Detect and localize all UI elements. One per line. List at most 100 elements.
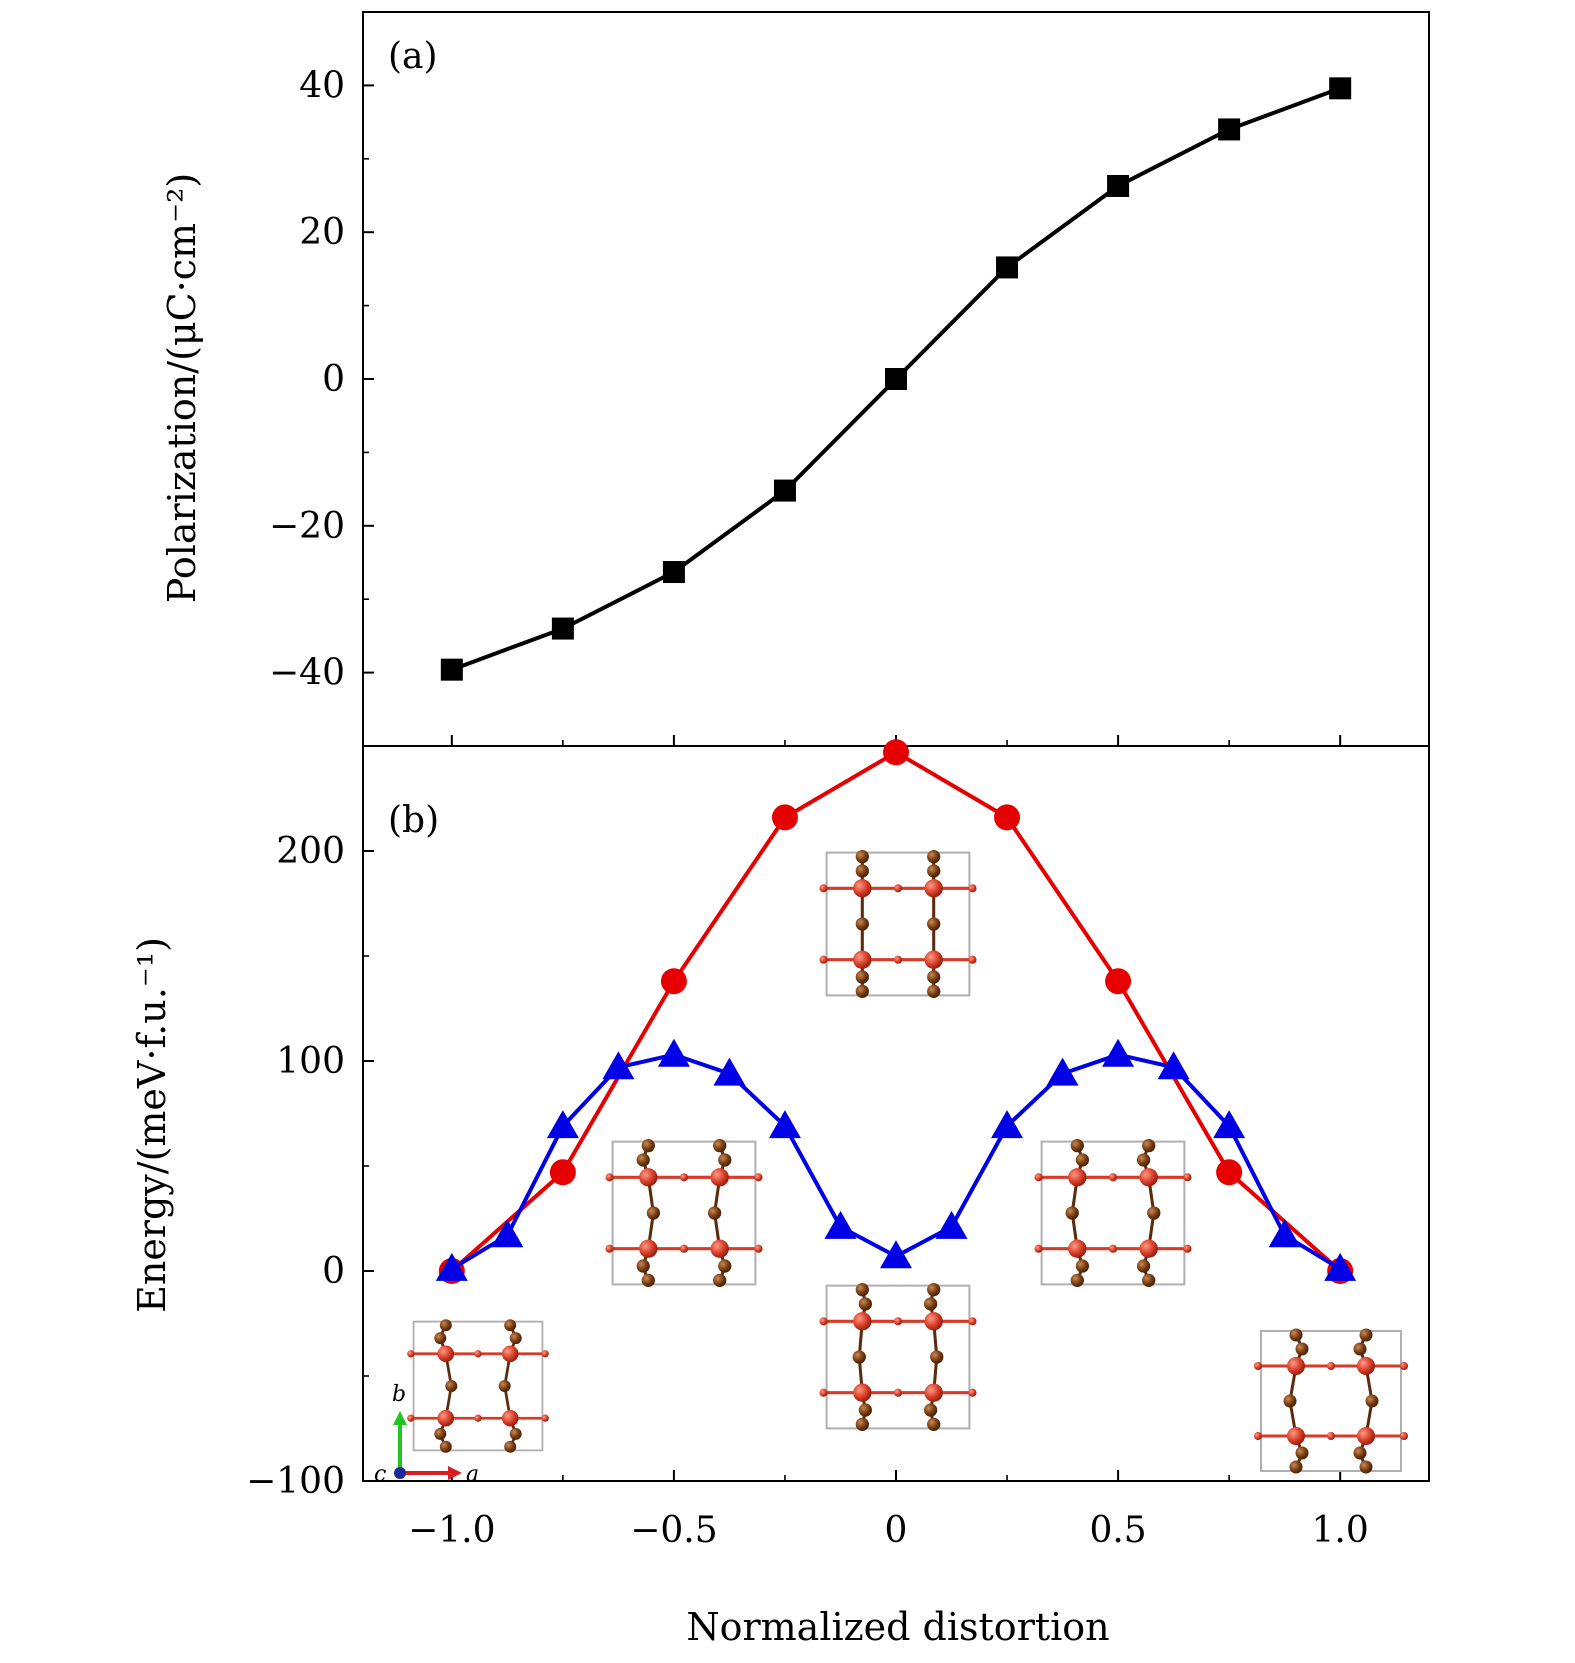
small-red-atom	[754, 1173, 763, 1182]
red-atom	[1357, 1357, 1375, 1375]
brown-atom	[855, 1417, 869, 1431]
red-atom	[853, 1383, 872, 1402]
small-red-atom	[474, 1350, 482, 1358]
x-tick-label: 0	[885, 1510, 908, 1551]
inset-box	[611, 1140, 757, 1286]
brown-atom	[858, 1403, 872, 1417]
red-atom	[1287, 1357, 1305, 1375]
red-atom	[501, 1345, 519, 1363]
small-red-atom	[893, 955, 903, 964]
small-red-atom	[968, 1388, 977, 1397]
brown-atom	[1075, 1259, 1090, 1273]
small-red-atom	[474, 1414, 482, 1422]
data-series	[435, 77, 1357, 1284]
red-atom	[639, 1239, 658, 1258]
small-red-atom	[1400, 1432, 1408, 1440]
small-red-atom	[819, 1317, 828, 1326]
data-point-circle	[994, 804, 1021, 831]
brown-atom	[1142, 1139, 1156, 1153]
triad-a-head	[448, 1466, 462, 1480]
small-red-atom	[1034, 1173, 1043, 1182]
data-point-circle	[549, 1159, 576, 1186]
brown-atom	[439, 1319, 452, 1332]
small-red-atom	[605, 1244, 614, 1253]
red-atom	[924, 1383, 943, 1402]
data-point-square	[773, 479, 796, 502]
y-tick-label-a: 20	[299, 212, 345, 253]
brown-atom	[636, 1259, 650, 1273]
red-atom	[710, 1168, 729, 1187]
brown-atom	[434, 1332, 447, 1345]
data-point-triangle	[491, 1219, 524, 1248]
small-red-atom	[679, 1173, 689, 1182]
small-red-atom	[1183, 1173, 1192, 1182]
brown-atom	[855, 984, 869, 998]
brown-atom	[927, 1417, 941, 1431]
brown-atom	[1142, 1273, 1156, 1287]
red-atom	[1139, 1239, 1158, 1258]
data-point-square	[885, 368, 907, 390]
small-red-atom	[679, 1244, 689, 1253]
y-axis-title-polarization: Polarization/(μC·cm⁻²)	[160, 173, 204, 603]
brown-atom	[713, 1139, 727, 1153]
y-tick-label-b: 200	[276, 831, 345, 872]
brown-atom	[927, 970, 941, 984]
small-red-atom	[968, 1317, 977, 1326]
data-point-triangle	[546, 1110, 579, 1139]
brown-atom	[509, 1427, 522, 1440]
brown-atom	[924, 1403, 938, 1417]
brown-atom	[707, 1206, 722, 1220]
brown-atom	[927, 1283, 941, 1297]
small-red-atom	[968, 884, 977, 893]
red-atom	[853, 950, 872, 969]
small-red-atom	[1254, 1432, 1262, 1440]
data-point-circle	[1216, 1159, 1243, 1186]
brown-atom	[1075, 1153, 1090, 1167]
brown-atom	[852, 1350, 866, 1364]
data-point-triangle	[435, 1252, 468, 1281]
small-red-atom	[1327, 1432, 1335, 1440]
data-point-triangle	[824, 1210, 857, 1239]
small-red-atom	[1108, 1244, 1118, 1253]
brown-atom	[498, 1380, 511, 1392]
small-red-atom	[541, 1414, 549, 1422]
small-red-atom	[893, 1388, 903, 1397]
series-line-b-1	[450, 1052, 1342, 1271]
data-point-triangle	[1213, 1110, 1246, 1139]
panel-label-b: (b)	[388, 800, 439, 841]
brown-atom	[1136, 1153, 1151, 1167]
red-atom	[1068, 1239, 1087, 1258]
brown-atom	[855, 970, 869, 984]
small-red-atom	[893, 884, 903, 893]
data-point-triangle	[880, 1240, 912, 1269]
red-atom	[437, 1345, 455, 1363]
small-red-atom	[1034, 1244, 1043, 1253]
small-red-atom	[819, 955, 828, 964]
red-atom	[1068, 1168, 1087, 1187]
small-red-atom	[605, 1173, 614, 1182]
small-red-atom	[968, 955, 977, 964]
data-point-triangle	[1157, 1051, 1190, 1080]
brown-atom	[718, 1259, 732, 1273]
red-atom	[853, 1312, 872, 1331]
red-atom	[924, 950, 943, 969]
small-red-atom	[407, 1350, 415, 1358]
y-tick-label-a: 0	[322, 359, 345, 400]
inset-box	[1040, 1140, 1186, 1286]
crystal-structure-inset	[819, 850, 977, 998]
small-red-atom	[1254, 1362, 1262, 1370]
data-point-triangle	[602, 1051, 635, 1080]
inset-box	[1260, 1330, 1402, 1472]
brown-atom	[636, 1153, 650, 1167]
panel-label-a: (a)	[388, 36, 438, 77]
red-atom	[1139, 1168, 1158, 1187]
y-tick-label-a: −20	[269, 506, 345, 547]
brown-atom	[1283, 1394, 1297, 1408]
crystal-structure-inset	[819, 1283, 977, 1431]
x-tick-label: 1.0	[1312, 1510, 1369, 1551]
inset-box	[412, 1320, 544, 1452]
y-tick-label-b: 100	[276, 1041, 345, 1082]
data-point-triangle	[768, 1110, 801, 1139]
crystal-structure-inset	[605, 1139, 763, 1287]
